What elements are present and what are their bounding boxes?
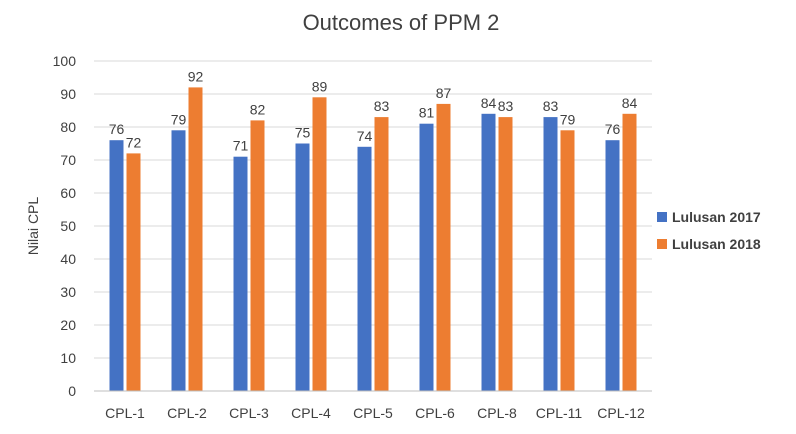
data-label: 72 [126,134,142,150]
y-tick-label: 90 [60,86,76,102]
x-axis-ticks: CPL-1 CPL-2 CPL-3 CPL-4 CPL-5 CPL-6 CPL-8 CPL-1… [105,405,645,421]
y-tick-label: 100 [53,53,77,69]
legend-label: Lulusan 2017 [672,209,761,225]
bar-lulusan-2018 [498,117,513,391]
legend-swatch [657,239,667,249]
bar-lulusan-2018 [250,120,265,392]
x-tick-label: CPL-2 [167,405,207,421]
legend: Lulusan 2017 Lulusan 2018 [657,209,761,252]
data-label: 84 [481,95,497,111]
y-tick-label: 50 [60,218,76,234]
chart-title: Outcomes of PPM 2 [303,10,500,35]
data-label: 83 [374,98,390,114]
y-axis-ticks: 0 10 20 30 40 50 60 70 80 90 100 [53,53,77,399]
x-tick-label: CPL-6 [415,405,455,421]
legend-swatch [657,212,667,222]
bar-lulusan-2017 [543,117,558,391]
x-tick-label: CPL-1 [105,405,145,421]
y-axis-label: Nilai CPL [25,197,41,256]
bar-lulusan-2017 [357,146,372,391]
bar-lulusan-2017 [233,156,248,391]
y-tick-label: 80 [60,119,76,135]
y-tick-label: 0 [68,383,76,399]
y-tick-label: 70 [60,152,76,168]
y-tick-label: 40 [60,251,76,267]
data-label: 87 [436,85,452,101]
bar-lulusan-2017 [171,130,186,392]
legend-label: Lulusan 2018 [672,236,761,252]
y-tick-label: 10 [60,350,76,366]
bar-lulusan-2017 [605,140,620,391]
bar-lulusan-2017 [109,140,124,391]
data-label: 92 [188,68,204,84]
bars [109,87,637,392]
data-label: 75 [295,125,311,141]
data-label: 74 [357,128,373,144]
x-tick-label: CPL-3 [229,405,269,421]
bar-lulusan-2018 [560,130,575,392]
bar-lulusan-2017 [295,143,310,391]
data-label: 79 [171,111,187,127]
bar-lulusan-2018 [374,117,389,391]
data-label: 84 [622,95,638,111]
bar-lulusan-2018 [622,113,637,392]
data-label: 71 [233,138,249,154]
y-tick-label: 30 [60,284,76,300]
data-label: 89 [312,78,328,94]
y-tick-label: 60 [60,185,76,201]
x-tick-label: CPL-4 [291,405,331,421]
bar-lulusan-2018 [188,87,203,392]
gridlines [94,60,652,359]
bar-lulusan-2017 [481,113,496,392]
bar-lulusan-2018 [126,153,141,391]
bar-lulusan-2018 [312,97,327,392]
x-tick-label: CPL-8 [477,405,517,421]
data-label: 76 [605,121,621,137]
data-label: 76 [109,121,125,137]
x-tick-label: CPL-11 [536,405,583,421]
x-tick-label: CPL-5 [353,405,393,421]
data-label: 82 [250,101,266,117]
bar-lulusan-2018 [436,103,451,392]
data-label: 83 [498,98,514,114]
x-tick-label: CPL-12 [597,405,645,421]
bar-lulusan-2017 [419,123,434,391]
data-label: 83 [543,98,559,114]
data-label: 79 [560,111,576,127]
y-tick-label: 20 [60,317,76,333]
data-label: 81 [419,105,435,121]
